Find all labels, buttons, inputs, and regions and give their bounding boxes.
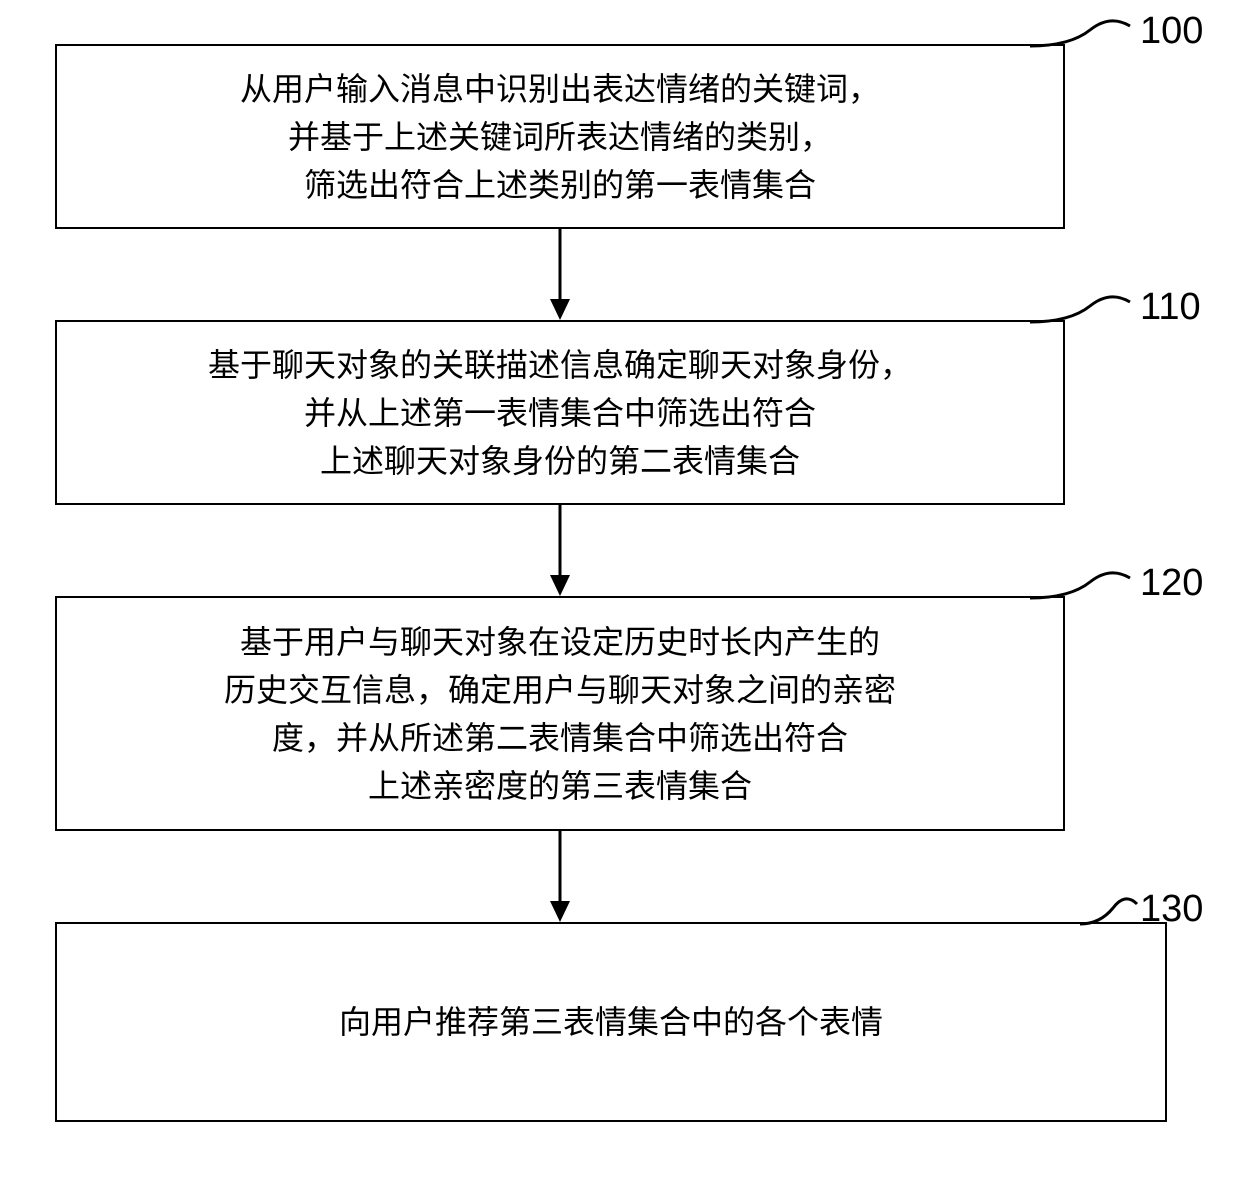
step-text: 筛选出符合上述类别的第一表情集合 (304, 161, 816, 209)
label-curve-100 (1020, 10, 1140, 60)
step-text: 并从上述第一表情集合中筛选出符合 (304, 389, 816, 437)
step-box-120: 基于用户与聊天对象在设定历史时长内产生的 历史交互信息，确定用户与聊天对象之间的… (55, 596, 1065, 831)
step-text: 基于用户与聊天对象在设定历史时长内产生的 (240, 618, 880, 666)
step-box-100: 从用户输入消息中识别出表达情绪的关键词， 并基于上述关键词所表达情绪的类别， 筛… (55, 44, 1065, 229)
step-box-110: 基于聊天对象的关联描述信息确定聊天对象身份， 并从上述第一表情集合中筛选出符合 … (55, 320, 1065, 505)
step-text: 向用户推荐第三表情集合中的各个表情 (339, 998, 883, 1046)
step-text: 上述聊天对象身份的第二表情集合 (320, 437, 800, 485)
step-label-100: 100 (1140, 10, 1203, 53)
label-curve-120 (1020, 562, 1140, 612)
step-label-130: 130 (1140, 888, 1203, 931)
step-label-120: 120 (1140, 562, 1203, 605)
step-text: 历史交互信息，确定用户与聊天对象之间的亲密 (224, 666, 896, 714)
step-text: 从用户输入消息中识别出表达情绪的关键词， (240, 65, 880, 113)
flowchart-container: 从用户输入消息中识别出表达情绪的关键词， 并基于上述关键词所表达情绪的类别， 筛… (0, 0, 1240, 1198)
step-box-130: 向用户推荐第三表情集合中的各个表情 (55, 922, 1167, 1122)
label-curve-110 (1020, 286, 1140, 336)
arrow-connector (540, 831, 580, 926)
step-text: 上述亲密度的第三表情集合 (368, 762, 752, 810)
label-curve-130 (1075, 888, 1145, 938)
step-text: 并基于上述关键词所表达情绪的类别， (288, 113, 832, 161)
step-text: 度，并从所述第二表情集合中筛选出符合 (272, 714, 848, 762)
arrow-connector (540, 229, 580, 324)
arrow-connector (540, 505, 580, 600)
step-label-110: 110 (1140, 286, 1201, 329)
step-text: 基于聊天对象的关联描述信息确定聊天对象身份， (208, 341, 912, 389)
